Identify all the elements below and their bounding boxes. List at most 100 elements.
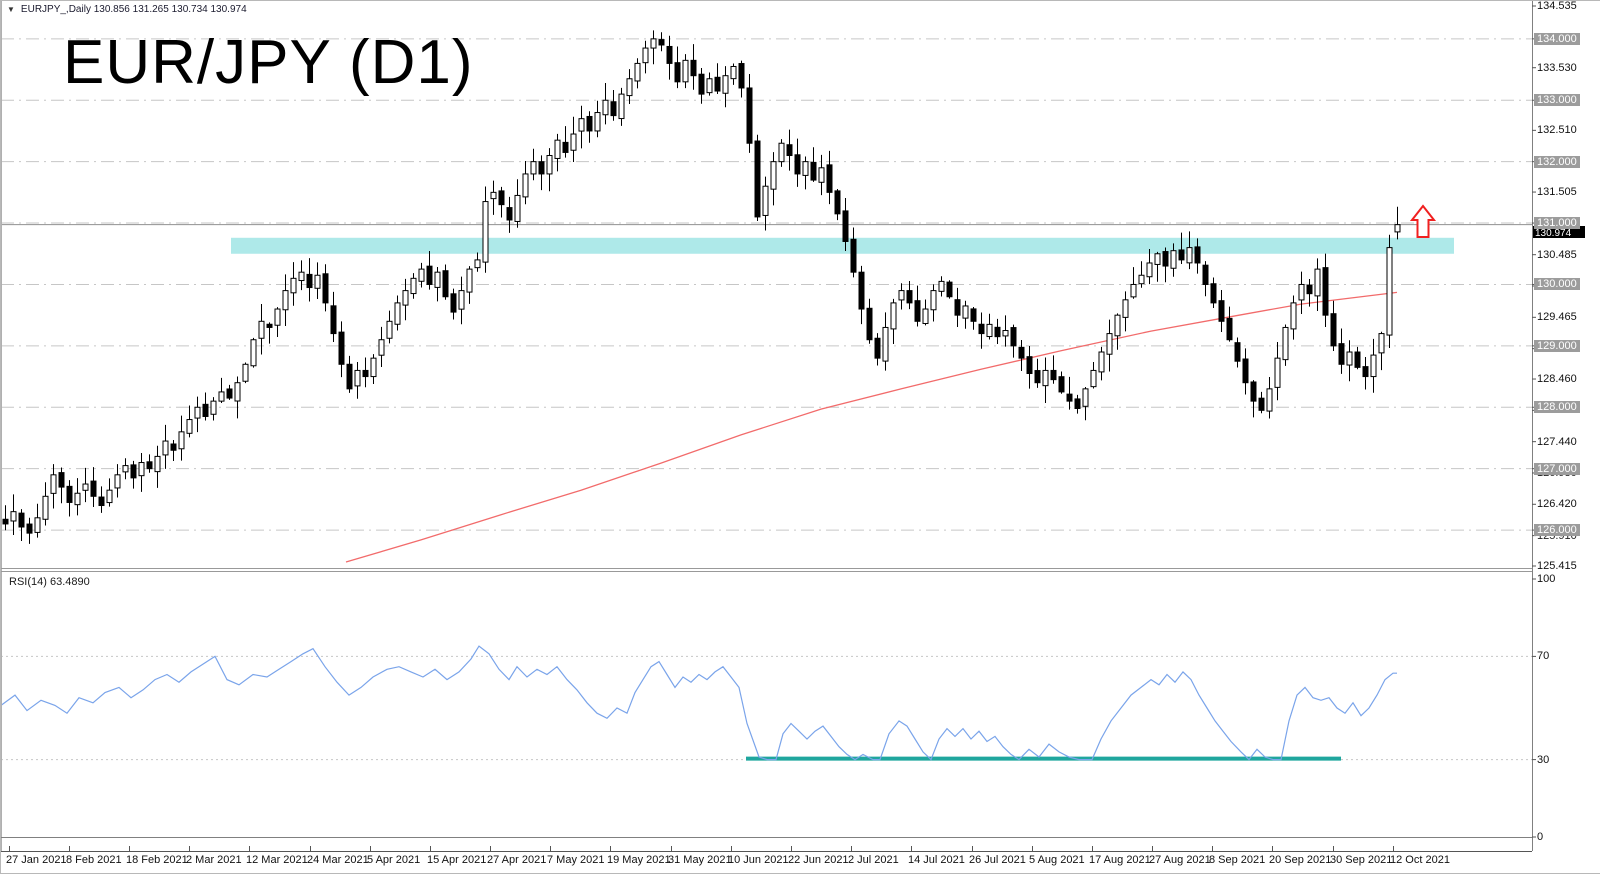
candle-body xyxy=(1210,283,1217,304)
candle-body xyxy=(26,523,33,534)
candle-body xyxy=(562,141,569,153)
rsi-indicator-label: RSI(14) 63.4890 xyxy=(9,576,90,588)
candle-body xyxy=(106,489,113,504)
candle-body xyxy=(458,290,465,310)
candle-body xyxy=(602,99,609,116)
date-axis-label: 27 Apr 2021 xyxy=(487,854,547,866)
candle-body xyxy=(194,406,201,419)
candle-body xyxy=(138,462,145,477)
candle-body xyxy=(1066,393,1073,402)
candle-body xyxy=(890,302,897,330)
candle-body xyxy=(186,419,193,434)
symbol-dropdown-icon[interactable]: ▼ xyxy=(7,4,15,14)
candle-body xyxy=(1370,354,1377,378)
candle-body xyxy=(906,290,913,304)
price-axis-label-round: 134.000 xyxy=(1534,32,1580,45)
candle-body xyxy=(618,93,625,120)
date-axis-label: 30 Sep 2021 xyxy=(1330,854,1393,866)
candle-body xyxy=(770,161,777,190)
candle-body xyxy=(418,268,425,282)
price-axis-label-round: 126.000 xyxy=(1534,524,1580,537)
candle-body xyxy=(1226,317,1233,341)
candle-body xyxy=(730,65,737,80)
price-axis-label: 129.465 xyxy=(1537,311,1577,324)
candle-body xyxy=(626,78,633,97)
candle-body xyxy=(130,464,137,479)
candle-body xyxy=(82,483,89,491)
candle-body xyxy=(386,320,393,339)
price-axis-label: 128.460 xyxy=(1537,373,1577,386)
candle-body xyxy=(722,75,729,94)
candle-body xyxy=(1250,381,1257,402)
candle-body xyxy=(362,369,369,378)
candle-body xyxy=(810,161,817,181)
candle-body xyxy=(1234,342,1241,362)
candle-body xyxy=(682,59,689,83)
candle-body xyxy=(1154,253,1161,265)
candle-body xyxy=(1362,366,1369,378)
date-axis-label: 8 Sep 2021 xyxy=(1209,854,1266,866)
candle-body xyxy=(1042,369,1049,387)
rsi-axis-label: 100 xyxy=(1537,573,1556,585)
candle-body xyxy=(234,382,241,402)
candle-body xyxy=(746,87,753,144)
candle-body xyxy=(42,495,49,520)
candle-body xyxy=(490,191,497,200)
candle-body xyxy=(530,161,537,175)
candle-body xyxy=(1130,283,1137,298)
candle-body xyxy=(898,290,905,301)
candle-body xyxy=(370,357,377,378)
candle-body xyxy=(1138,274,1145,285)
chart-header: ▼ EURJPY_,Daily 130.856 131.265 130.734 … xyxy=(7,4,247,15)
candle-body xyxy=(754,140,761,218)
date-axis-label: 31 May 2021 xyxy=(668,854,732,866)
candle-body xyxy=(914,300,921,322)
candle-body xyxy=(506,207,513,221)
price-axis-label-round: 132.000 xyxy=(1534,155,1580,168)
candle-body xyxy=(434,271,441,288)
candle-body xyxy=(66,485,73,503)
price-axis-label: 126.420 xyxy=(1537,498,1577,511)
date-axis-label: 5 Apr 2021 xyxy=(367,854,421,866)
date-axis-label: 22 Jun 2021 xyxy=(788,854,849,866)
chart-watermark-title: EUR/JPY (D1) xyxy=(63,28,474,97)
candle-body xyxy=(1378,333,1385,354)
price-axis-label-round: 127.000 xyxy=(1534,462,1580,475)
date-axis-label: 2 Jul 2021 xyxy=(848,854,899,866)
price-axis-label-round: 130.000 xyxy=(1534,278,1580,291)
candle-body xyxy=(930,290,937,311)
candle-body xyxy=(330,305,337,335)
breakout-up-arrow-icon xyxy=(1409,204,1437,238)
candle-body xyxy=(338,331,345,365)
date-axis-label: 26 Jul 2021 xyxy=(969,854,1026,866)
candle-body xyxy=(658,39,665,46)
candle-body xyxy=(1282,326,1289,361)
candle-body xyxy=(258,320,265,339)
candle-body xyxy=(1186,247,1193,264)
moving-average-line xyxy=(345,291,1398,563)
candle-body xyxy=(170,443,177,451)
candle-body xyxy=(1394,224,1401,233)
candle-body xyxy=(1170,250,1177,269)
price-axis-label-round: 133.000 xyxy=(1534,94,1580,107)
candle-body xyxy=(570,133,577,151)
candle-body xyxy=(978,323,985,335)
candle-body xyxy=(1074,398,1081,409)
candle-body xyxy=(970,308,977,322)
candle-body xyxy=(1034,370,1041,384)
date-axis-label: 15 Apr 2021 xyxy=(427,854,487,866)
candle-body xyxy=(242,363,249,382)
candle-body xyxy=(1082,388,1089,407)
date-axis-label: 17 Aug 2021 xyxy=(1089,854,1151,866)
candle-body xyxy=(1010,327,1017,347)
candle-body xyxy=(226,388,233,399)
candle-body xyxy=(1258,397,1265,411)
candle-body xyxy=(298,271,305,282)
candle-body xyxy=(50,474,57,494)
candle-body xyxy=(882,326,889,362)
rsi-line xyxy=(1,645,1397,761)
candle-body xyxy=(314,274,321,289)
candle-body xyxy=(218,391,225,402)
candle-body xyxy=(834,190,841,215)
